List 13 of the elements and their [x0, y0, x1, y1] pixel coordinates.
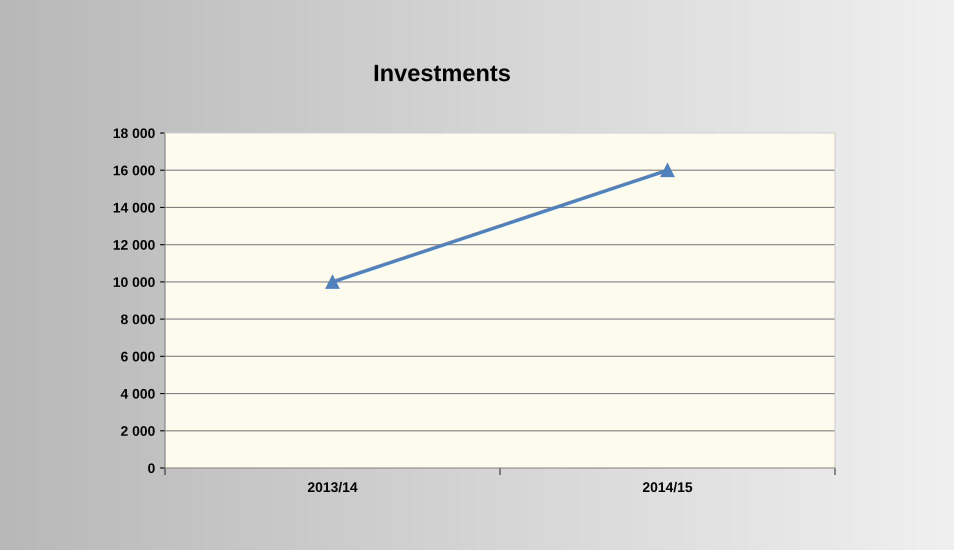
- y-tick-label: 4 000: [120, 388, 155, 399]
- y-tick-label: 12 000: [114, 240, 155, 250]
- y-tick-label: 0: [148, 463, 155, 474]
- y-tick-label: 2 000: [121, 426, 155, 436]
- y-tick-label: 14 000: [114, 202, 155, 213]
- x-tick-label: 2014/15: [642, 482, 692, 492]
- y-tick-label: 18 000: [114, 128, 155, 138]
- y-tick-label: 10 000: [114, 277, 155, 288]
- y-tick-label: 8 000: [120, 314, 155, 324]
- y-tick-label: 6 000: [121, 352, 155, 362]
- y-tick-label: 16 000: [114, 166, 155, 176]
- x-tick-label: 2013/14: [308, 482, 358, 492]
- chart-title: Investments: [374, 64, 510, 82]
